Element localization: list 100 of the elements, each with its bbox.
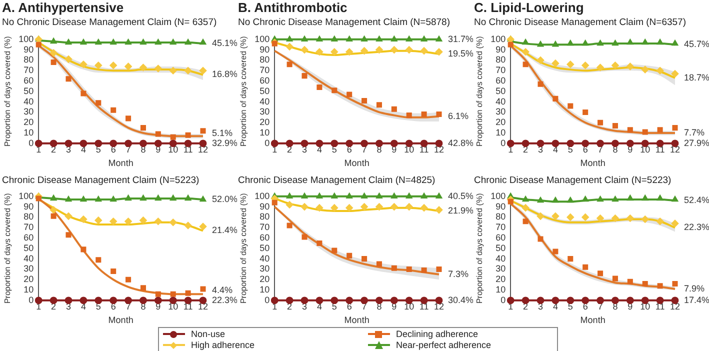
text: 16.8% — [212, 69, 238, 80]
y-tick-label: 10 — [496, 127, 506, 138]
y-tick-label: 20 — [24, 274, 34, 284]
y-tick-label: 60 — [24, 232, 34, 242]
text: 21.4% — [212, 225, 238, 236]
text: 19.5% — [448, 48, 474, 58]
text: 52.0% — [212, 194, 238, 204]
x-tick-label: 12 — [434, 144, 444, 154]
y-tick-label: 20 — [260, 274, 270, 284]
y-tick-label: 10 — [260, 127, 270, 138]
y-tick-label: 10 — [260, 284, 270, 294]
text: 4.4% — [212, 284, 233, 295]
y-tick-label: 40 — [24, 253, 34, 264]
legend-label: Declining adherence — [395, 329, 480, 340]
y-tick-label: 20 — [496, 274, 506, 284]
text: 52.4% — [684, 195, 709, 206]
y-tick-label: 10 — [24, 284, 34, 294]
x-tick-label: 10 — [404, 144, 414, 154]
y-tick-label: 80 — [24, 212, 34, 222]
y-tick-label: 80 — [260, 212, 270, 222]
y-tick-label: 100 — [490, 190, 506, 201]
legend-label: Near-perfect adherence — [395, 340, 492, 351]
y-tick-label: 70 — [24, 222, 34, 232]
x-axis-title: Month — [108, 158, 134, 168]
y-tick-label: 40 — [496, 96, 506, 106]
x-axis-title: Month — [344, 315, 370, 326]
y-tick-label: 40 — [496, 253, 506, 264]
chart-subtitle: Chronic Disease Management Claim (N=4825) — [238, 175, 436, 186]
text: 45.1% — [212, 38, 238, 48]
y-tick-label: 70 — [24, 65, 34, 76]
chart-subtitle: No Chronic Disease Management Claim (N=5878) — [238, 17, 450, 28]
y-tick-label: 20 — [496, 117, 506, 128]
x-tick-label: 4 — [552, 301, 558, 312]
x-axis-title: Month — [344, 158, 370, 168]
chart-subtitle: Chronic Disease Management Claim (N=5223) — [474, 175, 672, 186]
y-axis-title: Proportion of days covered (%) — [3, 192, 12, 304]
y-tick-label: 70 — [496, 222, 506, 232]
x-tick-label: 11 — [419, 144, 429, 154]
x-tick-label: 11 — [419, 301, 429, 312]
x-tick-label: 12 — [670, 301, 680, 312]
y-tick-label: 80 — [260, 54, 270, 65]
x-tick-label: 10 — [404, 301, 414, 312]
y-tick-label: 30 — [24, 106, 34, 117]
y-tick-label: 30 — [260, 264, 270, 274]
y-tick-label: 80 — [24, 54, 34, 65]
x-tick-label: 11 — [655, 144, 665, 154]
x-tick-label: 4 — [80, 144, 86, 154]
y-tick-label: 40 — [24, 96, 34, 106]
text: 7.9% — [684, 283, 705, 294]
x-tick-label: 10 — [640, 144, 650, 154]
x-tick-label: 12 — [198, 301, 208, 312]
y-tick-label: 0 — [264, 138, 270, 148]
y-tick-label: 90 — [496, 44, 506, 54]
y-tick-label: 40 — [260, 96, 270, 106]
y-tick-label: 60 — [24, 75, 34, 86]
y-axis-title: Proportion of days covered (%) — [3, 36, 12, 147]
y-tick-label: 0 — [28, 294, 34, 305]
y-tick-label: 50 — [24, 86, 34, 96]
y-tick-label: 0 — [500, 294, 506, 305]
text: 22.3% — [212, 294, 238, 305]
y-tick-label: 10 — [496, 284, 506, 294]
y-tick-label: 90 — [496, 201, 506, 212]
text: 31.7% — [448, 34, 474, 44]
y-tick-label: 0 — [28, 138, 34, 148]
y-tick-label: 10 — [24, 127, 34, 138]
x-tick-label: 12 — [198, 144, 208, 154]
y-axis-title: Proportion of days covered (%) — [475, 192, 484, 304]
x-tick-label: 10 — [168, 301, 178, 312]
text: 17.4% — [684, 294, 709, 305]
y-tick-label: 50 — [24, 242, 34, 253]
chart-subtitle: No Chronic Disease Management Claim (N=6357) — [474, 17, 686, 28]
text: 5.1% — [212, 128, 233, 138]
y-tick-label: 60 — [496, 232, 506, 242]
text: 32.9% — [212, 138, 238, 148]
x-tick-label: 10 — [168, 144, 178, 154]
text: 42.8% — [448, 138, 474, 148]
y-tick-label: 30 — [496, 264, 506, 274]
y-tick-label: 30 — [24, 264, 34, 274]
legend-label: Non-use — [190, 329, 226, 340]
y-axis-title: Proportion of days covered (%) — [239, 36, 248, 147]
text: 45.7% — [684, 39, 709, 50]
x-tick-label: 4 — [80, 301, 86, 312]
text: 7.3% — [448, 268, 469, 279]
y-tick-label: 70 — [496, 65, 506, 76]
chart-title: A. Antihypertensive — [2, 0, 124, 15]
y-tick-label: 80 — [496, 54, 506, 65]
y-tick-label: 90 — [24, 201, 34, 212]
chart-subtitle: Chronic Disease Management Claim (N=5223) — [2, 175, 200, 186]
text: 40.5% — [448, 190, 474, 201]
y-tick-label: 90 — [24, 44, 34, 54]
x-tick-label: 11 — [183, 301, 193, 312]
chart-title: C. Lipid-Lowering — [474, 0, 584, 15]
x-tick-label: 4 — [552, 144, 558, 154]
y-tick-label: 80 — [496, 212, 506, 222]
y-tick-label: 100 — [490, 34, 506, 44]
text: 18.7% — [684, 72, 709, 82]
y-axis-title: Proportion of days covered (%) — [239, 192, 248, 304]
y-tick-label: 40 — [260, 253, 270, 264]
y-tick-label: 50 — [260, 242, 270, 253]
y-tick-label: 0 — [500, 138, 506, 148]
